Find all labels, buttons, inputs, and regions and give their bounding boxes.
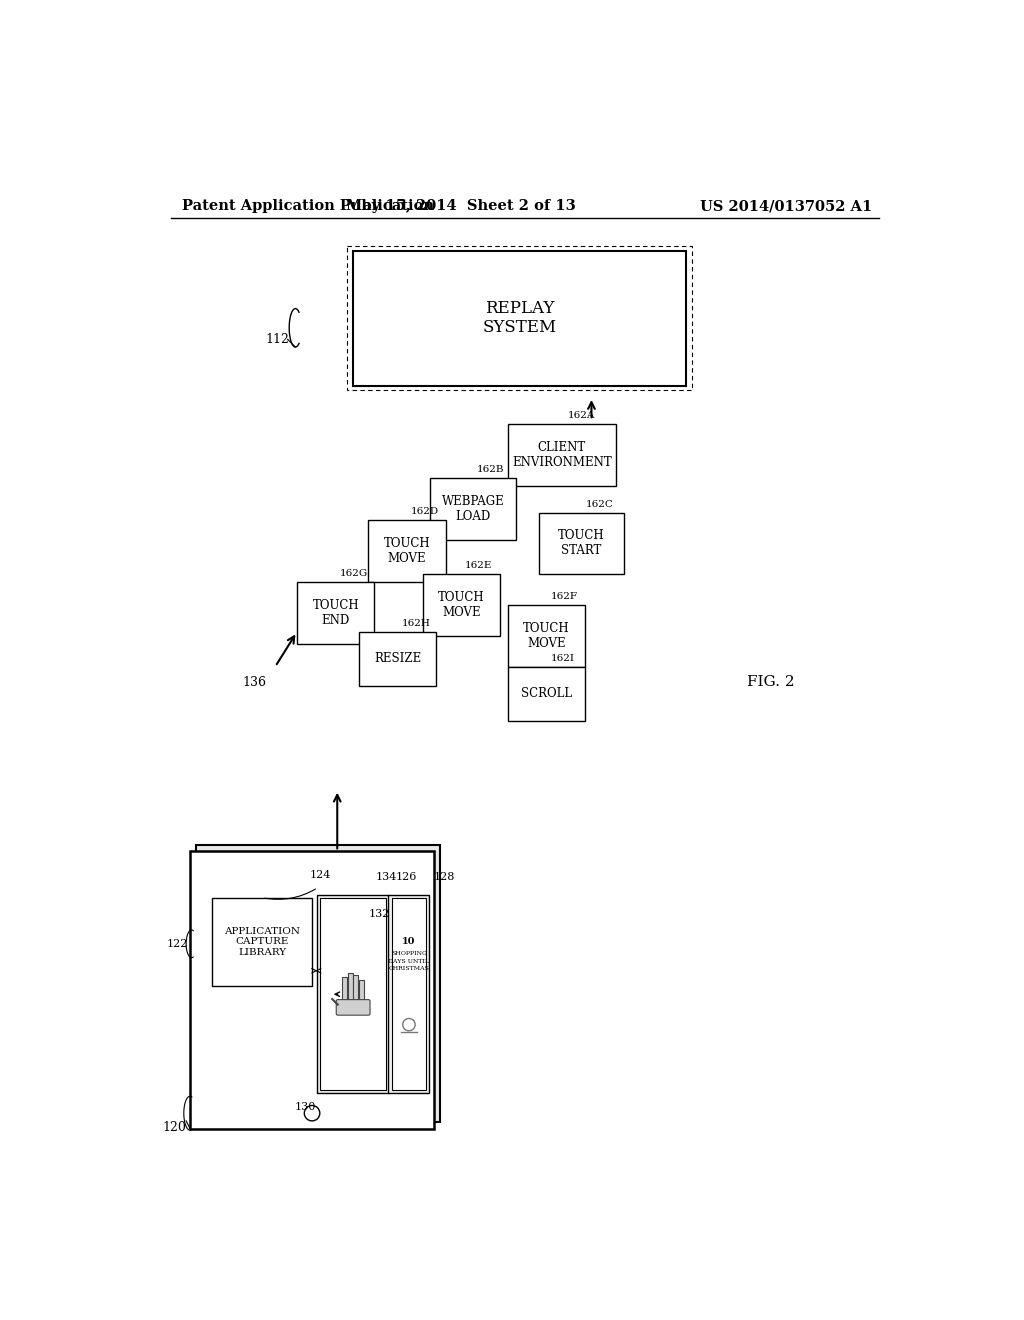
Text: RESIZE: RESIZE <box>374 652 421 665</box>
Text: 10: 10 <box>402 937 416 946</box>
Text: 124: 124 <box>310 870 332 880</box>
Text: SHOPPING: SHOPPING <box>391 950 427 956</box>
Text: APPLICATION
CAPTURE
LIBRARY: APPLICATION CAPTURE LIBRARY <box>224 927 300 957</box>
Text: 134: 134 <box>376 873 397 882</box>
Text: TOUCH
MOVE: TOUCH MOVE <box>523 622 569 649</box>
Text: Patent Application Publication: Patent Application Publication <box>182 199 434 213</box>
Text: 162G: 162G <box>340 569 368 578</box>
Text: 120: 120 <box>162 1121 186 1134</box>
Bar <box>359 981 364 1001</box>
Text: 162E: 162E <box>465 561 493 570</box>
Text: 162B: 162B <box>477 465 505 474</box>
Text: 162D: 162D <box>411 507 439 516</box>
Text: REPLAY
SYSTEM: REPLAY SYSTEM <box>482 300 556 337</box>
Text: 122: 122 <box>166 939 187 949</box>
Text: 162H: 162H <box>401 619 430 628</box>
Bar <box>197 845 440 1122</box>
Bar <box>348 973 353 1001</box>
Text: 162F: 162F <box>550 593 578 601</box>
Text: FIG. 2: FIG. 2 <box>748 675 795 689</box>
Bar <box>353 975 358 1001</box>
Text: SCROLL: SCROLL <box>521 686 572 700</box>
Bar <box>508 667 586 721</box>
Bar <box>346 246 692 391</box>
Bar <box>342 977 347 1001</box>
Text: 132: 132 <box>369 909 389 919</box>
Text: 162C: 162C <box>586 500 613 508</box>
Bar <box>508 605 586 667</box>
Bar <box>388 895 429 1093</box>
Bar <box>359 632 436 686</box>
Text: CHRISTMAS: CHRISTMAS <box>388 966 429 972</box>
Text: WEBPAGE
LOAD: WEBPAGE LOAD <box>441 495 504 523</box>
Bar <box>369 520 445 582</box>
Text: CLIENT
ENVIRONMENT: CLIENT ENVIRONMENT <box>512 441 612 469</box>
Text: TOUCH
MOVE: TOUCH MOVE <box>384 537 430 565</box>
Bar <box>391 898 426 1090</box>
Text: 162I: 162I <box>550 653 574 663</box>
Text: TOUCH
MOVE: TOUCH MOVE <box>438 591 484 619</box>
Bar <box>321 898 386 1090</box>
Text: 136: 136 <box>243 676 266 689</box>
Bar <box>352 251 686 385</box>
Bar <box>212 898 312 986</box>
Bar <box>423 574 500 636</box>
Bar <box>539 512 624 574</box>
Text: DAYS UNTIL: DAYS UNTIL <box>388 958 429 964</box>
Bar <box>508 424 616 486</box>
Bar <box>297 582 375 644</box>
Bar <box>190 851 434 1129</box>
Text: 112: 112 <box>265 333 289 346</box>
Text: 128: 128 <box>434 873 456 882</box>
Text: TOUCH
START: TOUCH START <box>558 529 605 557</box>
Bar <box>430 478 515 540</box>
Bar <box>317 895 389 1093</box>
Text: 130: 130 <box>294 1102 315 1111</box>
Text: 162A: 162A <box>567 412 595 420</box>
Text: 126: 126 <box>395 873 417 882</box>
Text: TOUCH
END: TOUCH END <box>312 599 359 627</box>
Text: US 2014/0137052 A1: US 2014/0137052 A1 <box>699 199 872 213</box>
Text: May 15, 2014  Sheet 2 of 13: May 15, 2014 Sheet 2 of 13 <box>346 199 577 213</box>
FancyBboxPatch shape <box>336 999 370 1015</box>
